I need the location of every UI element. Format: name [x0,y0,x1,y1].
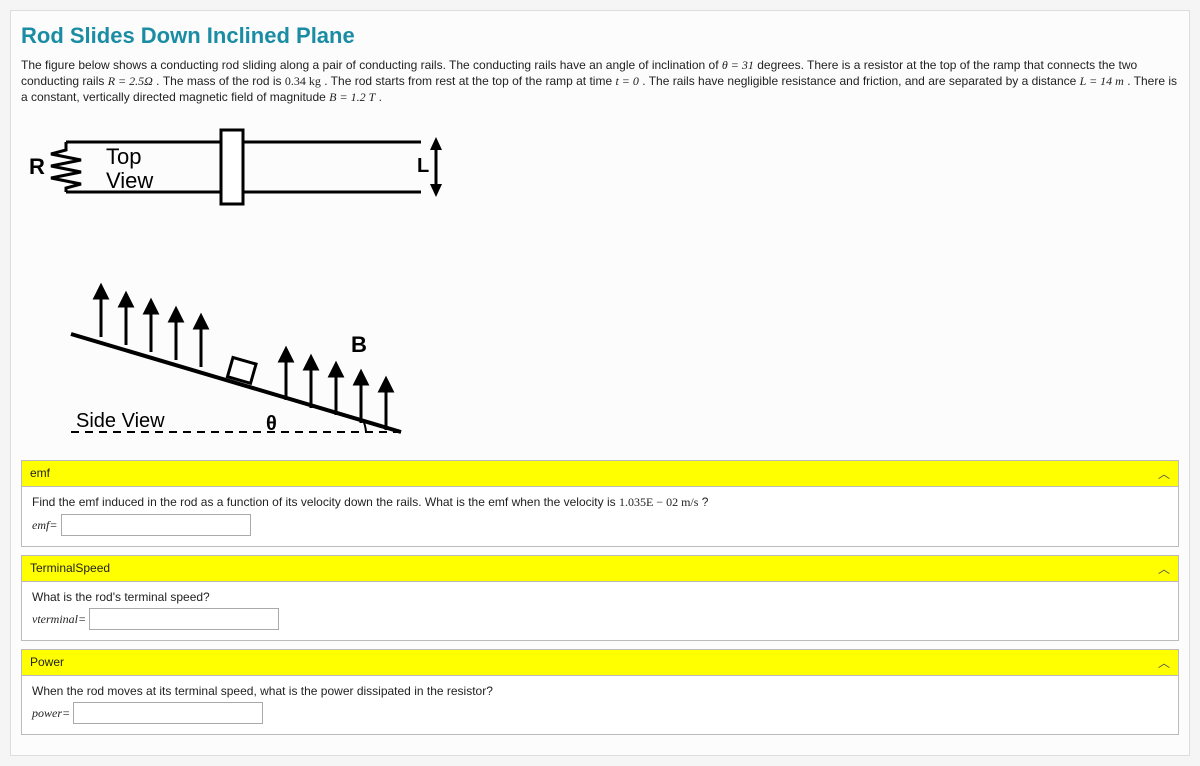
top-view-label2: View [106,168,153,193]
chevron-up-icon: ︿ [1158,654,1170,671]
prompt: When the rod moves at its terminal speed… [32,684,1168,698]
answer-label: emf= [32,518,57,532]
text: When the rod moves at its terminal speed… [32,684,493,698]
length-label: L [417,155,429,177]
section-emf-header[interactable]: emf ︿ [22,461,1178,487]
text: . The rails have negligible resistance a… [642,74,1079,88]
prompt: What is the rod's terminal speed? [32,590,1168,604]
section-title: Power [30,655,64,669]
text: The figure below shows a conducting rod … [21,58,722,72]
text: Find the emf induced in the rod as a fun… [32,495,619,509]
terminal-speed-input[interactable] [89,608,279,630]
velocity-value: 1.035E − 02 m/s [619,495,698,509]
section-terminal-body: What is the rod's terminal speed? vtermi… [22,582,1178,640]
section-emf-body: Find the emf induced in the rod as a fun… [22,487,1178,546]
answer-label: power= [32,706,70,720]
answer-row: vterminal= [32,608,1168,630]
text: ? [702,495,709,509]
prompt: Find the emf induced in the rod as a fun… [32,495,1168,510]
length-value: L = 14 m [1080,74,1124,88]
problem-statement: The figure below shows a conducting rod … [21,57,1179,106]
section-title: TerminalSpeed [30,561,110,575]
section-terminal: TerminalSpeed ︿ What is the rod's termin… [21,555,1179,641]
field-value: B = 1.2 T [329,90,375,104]
section-power: Power ︿ When the rod moves at its termin… [21,649,1179,735]
emf-input[interactable] [61,514,251,536]
theta-value: θ = 31 [722,58,754,72]
text: What is the rod's terminal speed? [32,590,210,604]
theta-label: θ [266,413,277,435]
mass-value: 0.34 kg [285,74,321,88]
top-view-label: Top [106,144,141,169]
section-power-body: When the rod moves at its terminal speed… [22,676,1178,734]
text: . The rod starts from rest at the top of… [324,74,615,88]
figure: R Top View L θ [21,112,1179,452]
field-label: B [351,332,367,357]
problem-container: Rod Slides Down Inclined Plane The figur… [10,10,1190,756]
section-emf: emf ︿ Find the emf induced in the rod as… [21,460,1179,547]
page-title: Rod Slides Down Inclined Plane [21,23,1179,49]
resistance-value: R = 2.5Ω [108,74,153,88]
text: . [379,90,382,104]
chevron-up-icon: ︿ [1158,560,1170,577]
section-power-header[interactable]: Power ︿ [22,650,1178,676]
section-title: emf [30,466,50,480]
answer-row: power= [32,702,1168,724]
section-terminal-header[interactable]: TerminalSpeed ︿ [22,556,1178,582]
answer-label: vterminal= [32,612,86,626]
diagram-svg: R Top View L θ [21,112,451,452]
chevron-up-icon: ︿ [1158,465,1170,482]
side-view-label: Side View [76,410,165,432]
text: . The mass of the rod is [156,74,285,88]
resistor-label: R [29,154,45,179]
answer-row: emf= [32,514,1168,536]
time-value: t = 0 [615,74,638,88]
power-input[interactable] [73,702,263,724]
